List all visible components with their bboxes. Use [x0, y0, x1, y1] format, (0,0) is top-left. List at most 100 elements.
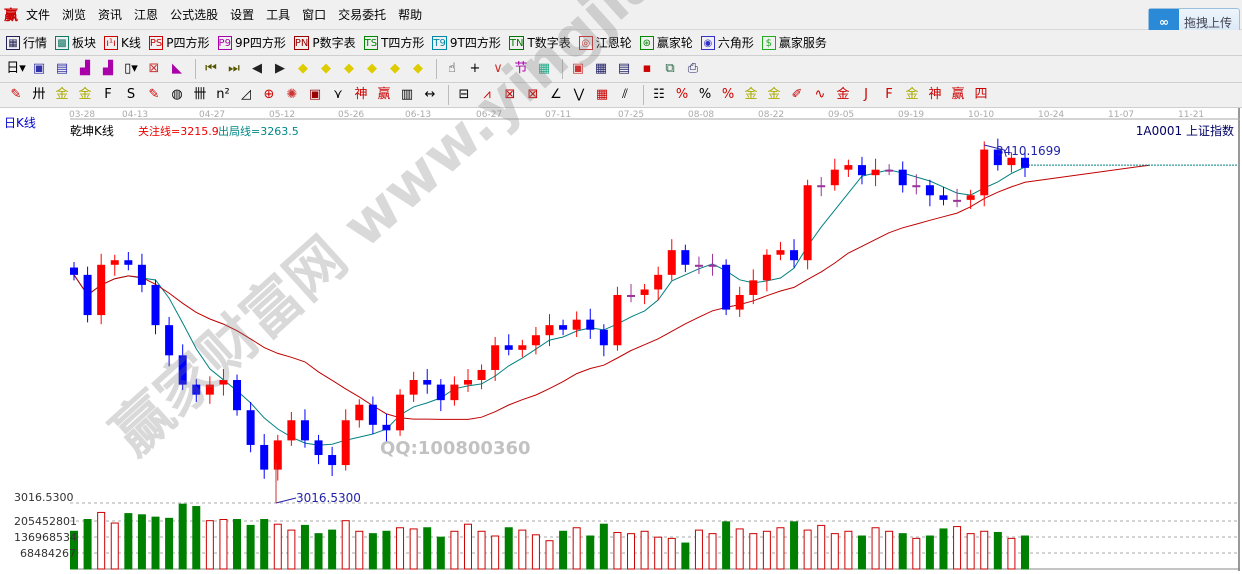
toolbar-button[interactable]: ⊛ 赢家轮	[639, 34, 693, 51]
box-fan2-icon[interactable]: ⊠	[527, 87, 539, 102]
spiral-icon[interactable]: S	[126, 87, 136, 102]
printer-icon[interactable]: ⎙	[687, 61, 699, 76]
ying-icon[interactable]: 赢	[377, 87, 391, 102]
toolbar-button[interactable]: TN T数字表	[508, 34, 571, 51]
ruler-icon[interactable]: ▥	[400, 87, 414, 102]
bars-icon[interactable]: ☷	[653, 87, 665, 102]
gold-lines2-icon[interactable]: 金	[78, 87, 92, 102]
window-icon[interactable]: ▣	[32, 61, 46, 76]
parallel-icon[interactable]: ⫽	[622, 87, 628, 102]
notes-icon[interactable]: ▤	[617, 61, 631, 76]
angle-icon[interactable]: ⋎	[333, 87, 343, 102]
frame-icon[interactable]: ⊟	[458, 87, 470, 102]
target-icon[interactable]: ⊕	[263, 87, 275, 102]
grid-icon[interactable]: ▦	[537, 61, 551, 76]
ying-angle-icon[interactable]: 赢	[951, 87, 965, 102]
network-icon[interactable]: ⧉	[665, 61, 675, 76]
toolbar-button[interactable]: T9 9T四方形	[432, 34, 501, 51]
gold-lines3-icon[interactable]: 金	[767, 87, 781, 102]
crosshair-icon[interactable]: +	[469, 61, 481, 76]
menu-item[interactable]: 文件	[26, 8, 51, 22]
menu-item[interactable]: 工具	[266, 8, 291, 22]
triangle-icon[interactable]: ◿	[241, 87, 251, 102]
gold-lines-icon[interactable]: 金	[55, 87, 69, 102]
menu-item[interactable]: 资讯	[98, 8, 123, 22]
pen-icon[interactable]: ✎	[10, 87, 22, 102]
shen-angle-icon[interactable]: 神	[928, 87, 942, 102]
j-angle-icon[interactable]: J	[864, 87, 868, 102]
flag-icon[interactable]: ◣	[172, 61, 182, 76]
lines-icon[interactable]: 卅	[32, 87, 46, 102]
angle2-icon[interactable]: ∠	[550, 87, 562, 102]
lines3-icon[interactable]: 卌	[193, 87, 207, 102]
volume-bar	[409, 528, 418, 570]
percent-lines-icon[interactable]: %	[721, 87, 735, 102]
percent-fan-icon[interactable]: %	[675, 87, 689, 102]
toolbar-button[interactable]: P9 9P四方形	[217, 34, 286, 51]
down-diamond-icon[interactable]: ◆	[413, 61, 423, 76]
pencil-icon[interactable]: ✎	[148, 87, 160, 102]
box-fan-icon[interactable]: ⊠	[504, 87, 516, 102]
candle-body	[993, 149, 1002, 166]
candle-body	[844, 165, 853, 170]
span-icon[interactable]: ↔	[424, 87, 436, 102]
candle-body	[966, 195, 975, 200]
up-diamond-icon[interactable]: ◆	[390, 61, 400, 76]
n2-icon[interactable]: n²	[216, 87, 230, 102]
gold-circle-icon[interactable]: 金	[744, 87, 758, 102]
calendar-icon[interactable]: ▣	[571, 61, 585, 76]
toolbar-button[interactable]: $ 赢家服务	[761, 34, 827, 51]
node-icon[interactable]: 节	[514, 61, 528, 76]
percent-icon[interactable]: %	[698, 87, 712, 102]
si-angle-icon[interactable]: 四	[974, 87, 988, 102]
calculator-icon[interactable]: ▦	[594, 61, 608, 76]
expand-icon[interactable]: ◆	[344, 61, 354, 76]
next-icon[interactable]: ▶	[275, 61, 285, 76]
circle-icon[interactable]: ◍	[171, 87, 183, 102]
toolbar-button[interactable]: ▦ 行情	[6, 34, 47, 51]
save-icon[interactable]: ▪	[642, 61, 652, 76]
zoom-icon[interactable]: ⊠	[148, 61, 160, 76]
toolbar-button[interactable]: TS T四方形	[363, 34, 424, 51]
menu-item[interactable]: 江恩	[134, 8, 159, 22]
left-diamond-icon[interactable]: ◆	[298, 61, 308, 76]
box-icon[interactable]: ▣	[308, 87, 322, 102]
toolbar-button[interactable]: ▩ 板块	[55, 34, 96, 51]
menu-item[interactable]: 设置	[230, 8, 255, 22]
chart3-icon[interactable]: ▟	[80, 61, 90, 76]
list-icon[interactable]: ▤	[55, 61, 69, 76]
prev-icon[interactable]: ◀	[252, 61, 262, 76]
gold-angle-icon[interactable]: 金	[905, 87, 919, 102]
hand-icon[interactable]: ☝	[448, 61, 456, 76]
fan-icon[interactable]: ⩘	[483, 87, 491, 102]
star-icon[interactable]: ✺	[286, 87, 298, 102]
wave2-icon[interactable]: ∿	[814, 87, 826, 102]
brush-icon[interactable]: ✐	[791, 87, 803, 102]
grid2-icon[interactable]: ▦	[595, 87, 609, 102]
candle-type-icon[interactable]: ▯▾	[124, 61, 138, 76]
menu-item[interactable]: 帮助	[398, 8, 423, 22]
last-icon[interactable]: ⏭	[228, 61, 240, 76]
shrink-icon[interactable]: ◆	[367, 61, 377, 76]
chart9-icon[interactable]: ▟	[103, 61, 113, 76]
menu-item[interactable]: 浏览	[62, 8, 87, 22]
right-diamond-icon[interactable]: ◆	[321, 61, 331, 76]
period-day-icon[interactable]: 日▾	[6, 61, 26, 76]
wave-icon[interactable]: ⋁	[573, 87, 585, 102]
f-angle-icon[interactable]: F	[885, 87, 893, 102]
toolbar-button[interactable]: ◎ 江恩轮	[578, 34, 632, 51]
gold-box-icon[interactable]: 金	[836, 87, 850, 102]
menu-item[interactable]: 窗口	[302, 8, 327, 22]
fib-icon[interactable]: F	[104, 87, 112, 102]
toolbar-button[interactable]: PS P四方形	[148, 34, 210, 51]
zigzag-icon[interactable]: ∨	[493, 61, 503, 76]
toolbar-button[interactable]: PN P数字表	[293, 34, 356, 51]
first-icon[interactable]: ⏮	[205, 61, 217, 76]
volume-bar	[939, 528, 948, 570]
menu-item[interactable]: 公式选股	[170, 8, 219, 22]
shen-icon[interactable]: 神	[354, 87, 368, 102]
toolbar-button[interactable]: ◉ 六角形	[700, 34, 754, 51]
menu-item[interactable]: 交易委托	[338, 8, 387, 22]
toolbar-button[interactable]: ı¹ı K线	[104, 34, 141, 51]
